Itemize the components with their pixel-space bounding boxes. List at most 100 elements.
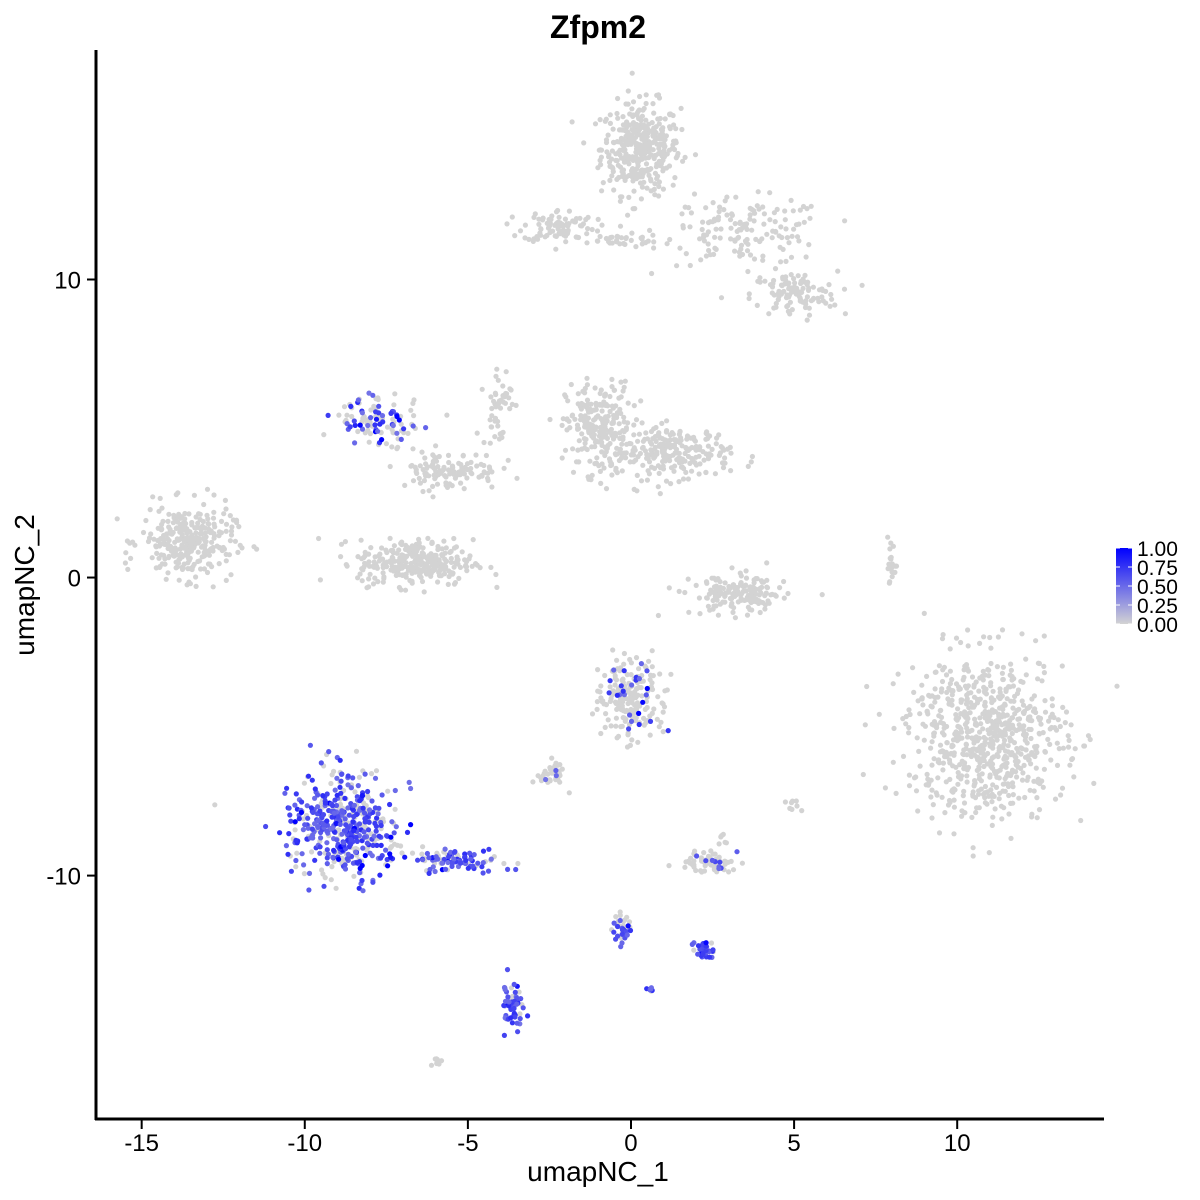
data-point [913, 788, 920, 794]
data-point [376, 403, 382, 409]
data-point [961, 800, 968, 806]
data-point [332, 797, 338, 803]
data-point [655, 173, 661, 179]
data-point [201, 553, 207, 559]
data-point [1016, 722, 1022, 728]
data-point [634, 112, 640, 118]
data-point [940, 667, 946, 673]
data-point [938, 714, 945, 721]
data-point [982, 790, 988, 796]
data-point [626, 919, 633, 925]
data-point [581, 140, 587, 146]
data-point [960, 751, 966, 757]
data-point [709, 446, 715, 452]
data-point [564, 230, 571, 237]
data-point [362, 771, 368, 777]
data-point [1048, 757, 1054, 763]
data-point [994, 664, 1001, 670]
data-point [603, 702, 610, 708]
data-point [992, 729, 999, 735]
data-point [620, 715, 626, 721]
data-point [401, 572, 407, 578]
data-point [786, 240, 792, 246]
data-point [307, 835, 314, 841]
data-point [965, 764, 972, 771]
data-point [159, 521, 165, 528]
data-point [728, 468, 734, 474]
data-point [426, 855, 432, 861]
data-point [911, 775, 918, 781]
data-point [609, 472, 615, 478]
data-point [656, 183, 662, 190]
data-point [387, 535, 393, 542]
data-point [598, 154, 605, 160]
data-point [793, 798, 799, 804]
data-point [599, 418, 606, 424]
data-point [603, 711, 609, 717]
data-point [464, 568, 470, 574]
data-point [584, 240, 590, 246]
data-point [982, 708, 988, 715]
data-point [315, 792, 321, 798]
data-point [277, 830, 283, 836]
data-point [408, 822, 414, 828]
data-point [624, 672, 630, 678]
data-point [963, 701, 970, 707]
data-point [1009, 767, 1016, 773]
data-point [512, 989, 518, 995]
data-point [637, 93, 643, 100]
data-point [651, 125, 657, 131]
data-point [610, 169, 616, 175]
data-point [769, 284, 776, 290]
data-point [965, 716, 971, 722]
data-point [619, 194, 625, 200]
data-point [660, 450, 666, 456]
data-point [651, 245, 657, 251]
data-point [348, 837, 354, 843]
data-point [598, 480, 604, 486]
data-point [530, 779, 536, 785]
data-point [211, 509, 217, 515]
data-point [592, 385, 598, 391]
data-point [716, 841, 722, 847]
data-point [882, 785, 889, 791]
data-point [947, 646, 953, 652]
data-point [658, 719, 664, 725]
data-point [944, 754, 950, 760]
data-point [860, 771, 866, 778]
data-point [703, 858, 709, 864]
data-point [722, 580, 728, 586]
data-point [567, 425, 573, 431]
data-point [930, 802, 936, 808]
data-point [1036, 731, 1043, 737]
data-point [935, 775, 941, 781]
data-point [638, 661, 645, 667]
data-point [971, 682, 977, 688]
data-point [358, 537, 364, 543]
data-point [288, 818, 294, 824]
data-point [803, 254, 809, 260]
data-point [700, 449, 706, 455]
data-point [966, 705, 972, 711]
data-point [546, 223, 553, 229]
data-point [625, 420, 631, 426]
data-point [713, 441, 719, 447]
data-point [363, 819, 369, 825]
data-point [986, 714, 992, 720]
data-point [509, 1020, 515, 1026]
data-point [683, 469, 689, 475]
y-tick-label: 0 [68, 566, 81, 593]
data-point [796, 293, 802, 299]
data-point [367, 850, 373, 856]
data-point [324, 828, 330, 834]
data-point [621, 174, 627, 180]
data-point [370, 879, 376, 885]
data-point [383, 847, 389, 853]
data-point [1010, 683, 1017, 689]
data-point [619, 454, 625, 460]
data-point [745, 463, 751, 469]
data-point [372, 554, 378, 560]
y-tick-label: -10 [46, 864, 81, 891]
data-point [742, 222, 748, 228]
data-point [511, 1005, 517, 1012]
